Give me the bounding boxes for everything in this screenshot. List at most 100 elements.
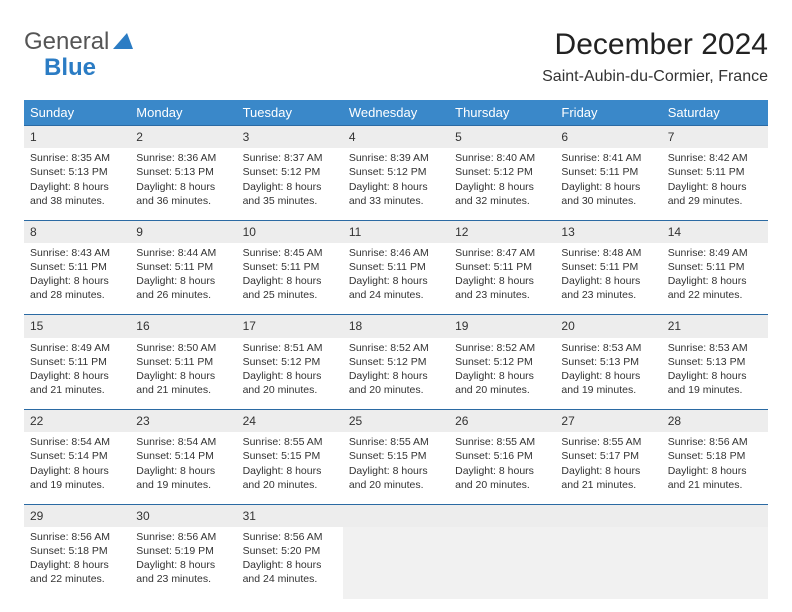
day-content-cell: Sunrise: 8:49 AMSunset: 5:11 PMDaylight:… [24, 338, 130, 410]
day-number-cell: 28 [662, 410, 768, 433]
sunset-text: Sunset: 5:11 PM [668, 260, 762, 274]
sunrise-text: Sunrise: 8:50 AM [136, 341, 230, 355]
daylight-text: Daylight: 8 hours [561, 464, 655, 478]
day-number-cell: 29 [24, 504, 130, 527]
sunrise-text: Sunrise: 8:41 AM [561, 151, 655, 165]
daylight-text: Daylight: 8 hours [30, 464, 124, 478]
day-number-cell: 17 [237, 315, 343, 338]
sunrise-text: Sunrise: 8:56 AM [668, 435, 762, 449]
sunrise-text: Sunrise: 8:52 AM [349, 341, 443, 355]
daylight-text: and 35 minutes. [243, 194, 337, 208]
sunset-text: Sunset: 5:13 PM [561, 355, 655, 369]
sunset-text: Sunset: 5:12 PM [349, 355, 443, 369]
daylight-text: and 23 minutes. [136, 572, 230, 586]
daylight-text: Daylight: 8 hours [30, 369, 124, 383]
day-content-cell: Sunrise: 8:36 AMSunset: 5:13 PMDaylight:… [130, 148, 236, 220]
day-content-cell: Sunrise: 8:55 AMSunset: 5:17 PMDaylight:… [555, 432, 661, 504]
sunset-text: Sunset: 5:11 PM [561, 260, 655, 274]
daylight-text: and 21 minutes. [561, 478, 655, 492]
day-content-cell: Sunrise: 8:55 AMSunset: 5:16 PMDaylight:… [449, 432, 555, 504]
day-number-cell: 22 [24, 410, 130, 433]
day-content-cell: Sunrise: 8:47 AMSunset: 5:11 PMDaylight:… [449, 243, 555, 315]
day-content-cell: Sunrise: 8:56 AMSunset: 5:18 PMDaylight:… [24, 527, 130, 599]
daylight-text: and 33 minutes. [349, 194, 443, 208]
day-number-cell: 13 [555, 220, 661, 243]
day-content-cell: Sunrise: 8:39 AMSunset: 5:12 PMDaylight:… [343, 148, 449, 220]
day-number-cell: 4 [343, 126, 449, 149]
daylight-text: Daylight: 8 hours [561, 180, 655, 194]
day-number-cell: 16 [130, 315, 236, 338]
day-number-row: 293031 [24, 504, 768, 527]
daylight-text: and 19 minutes. [668, 383, 762, 397]
day-content-cell: Sunrise: 8:54 AMSunset: 5:14 PMDaylight:… [130, 432, 236, 504]
daylight-text: and 22 minutes. [30, 572, 124, 586]
daylight-text: Daylight: 8 hours [668, 369, 762, 383]
daylight-text: and 28 minutes. [30, 288, 124, 302]
daylight-text: and 29 minutes. [668, 194, 762, 208]
daylight-text: Daylight: 8 hours [561, 274, 655, 288]
day-content-cell: Sunrise: 8:37 AMSunset: 5:12 PMDaylight:… [237, 148, 343, 220]
day-number-cell: 21 [662, 315, 768, 338]
sunrise-text: Sunrise: 8:55 AM [561, 435, 655, 449]
day-content-cell: Sunrise: 8:35 AMSunset: 5:13 PMDaylight:… [24, 148, 130, 220]
day-number-cell: 7 [662, 126, 768, 149]
day-content-cell: Sunrise: 8:56 AMSunset: 5:18 PMDaylight:… [662, 432, 768, 504]
sunrise-text: Sunrise: 8:49 AM [30, 341, 124, 355]
day-number-cell: 20 [555, 315, 661, 338]
day-content-cell: Sunrise: 8:56 AMSunset: 5:20 PMDaylight:… [237, 527, 343, 599]
sunset-text: Sunset: 5:11 PM [668, 165, 762, 179]
day-number-row: 22232425262728 [24, 410, 768, 433]
day-content-cell [343, 527, 449, 599]
sunset-text: Sunset: 5:11 PM [30, 355, 124, 369]
daylight-text: Daylight: 8 hours [30, 274, 124, 288]
day-content-cell [555, 527, 661, 599]
day-number-cell: 12 [449, 220, 555, 243]
daylight-text: and 24 minutes. [243, 572, 337, 586]
weekday-header: Wednesday [343, 100, 449, 126]
day-content-cell: Sunrise: 8:52 AMSunset: 5:12 PMDaylight:… [449, 338, 555, 410]
day-number-cell: 3 [237, 126, 343, 149]
weekday-header: Saturday [662, 100, 768, 126]
sunset-text: Sunset: 5:16 PM [455, 449, 549, 463]
sunset-text: Sunset: 5:13 PM [30, 165, 124, 179]
day-content-row: Sunrise: 8:35 AMSunset: 5:13 PMDaylight:… [24, 148, 768, 220]
daylight-text: Daylight: 8 hours [668, 274, 762, 288]
day-number-cell: 10 [237, 220, 343, 243]
day-number-cell: 26 [449, 410, 555, 433]
sunset-text: Sunset: 5:11 PM [30, 260, 124, 274]
sunrise-text: Sunrise: 8:54 AM [30, 435, 124, 449]
daylight-text: and 23 minutes. [561, 288, 655, 302]
daylight-text: Daylight: 8 hours [136, 464, 230, 478]
brand-part1: General [24, 28, 109, 56]
sunrise-text: Sunrise: 8:55 AM [349, 435, 443, 449]
daylight-text: and 20 minutes. [349, 478, 443, 492]
daylight-text: and 25 minutes. [243, 288, 337, 302]
day-content-row: Sunrise: 8:54 AMSunset: 5:14 PMDaylight:… [24, 432, 768, 504]
sunrise-text: Sunrise: 8:46 AM [349, 246, 443, 260]
sunrise-text: Sunrise: 8:55 AM [243, 435, 337, 449]
day-content-cell: Sunrise: 8:42 AMSunset: 5:11 PMDaylight:… [662, 148, 768, 220]
sunset-text: Sunset: 5:12 PM [349, 165, 443, 179]
day-number-cell [343, 504, 449, 527]
day-content-cell [449, 527, 555, 599]
day-content-cell [662, 527, 768, 599]
day-number-cell: 23 [130, 410, 236, 433]
sunrise-text: Sunrise: 8:48 AM [561, 246, 655, 260]
daylight-text: and 20 minutes. [243, 383, 337, 397]
daylight-text: Daylight: 8 hours [243, 180, 337, 194]
day-content-cell: Sunrise: 8:48 AMSunset: 5:11 PMDaylight:… [555, 243, 661, 315]
sunset-text: Sunset: 5:11 PM [561, 165, 655, 179]
daylight-text: Daylight: 8 hours [136, 558, 230, 572]
day-number-cell: 9 [130, 220, 236, 243]
day-content-cell: Sunrise: 8:43 AMSunset: 5:11 PMDaylight:… [24, 243, 130, 315]
day-content-cell: Sunrise: 8:41 AMSunset: 5:11 PMDaylight:… [555, 148, 661, 220]
day-content-cell: Sunrise: 8:56 AMSunset: 5:19 PMDaylight:… [130, 527, 236, 599]
daylight-text: Daylight: 8 hours [136, 274, 230, 288]
day-number-cell: 31 [237, 504, 343, 527]
day-number-row: 891011121314 [24, 220, 768, 243]
daylight-text: Daylight: 8 hours [349, 369, 443, 383]
day-content-cell: Sunrise: 8:44 AMSunset: 5:11 PMDaylight:… [130, 243, 236, 315]
sunrise-text: Sunrise: 8:40 AM [455, 151, 549, 165]
weekday-header: Tuesday [237, 100, 343, 126]
daylight-text: Daylight: 8 hours [30, 180, 124, 194]
